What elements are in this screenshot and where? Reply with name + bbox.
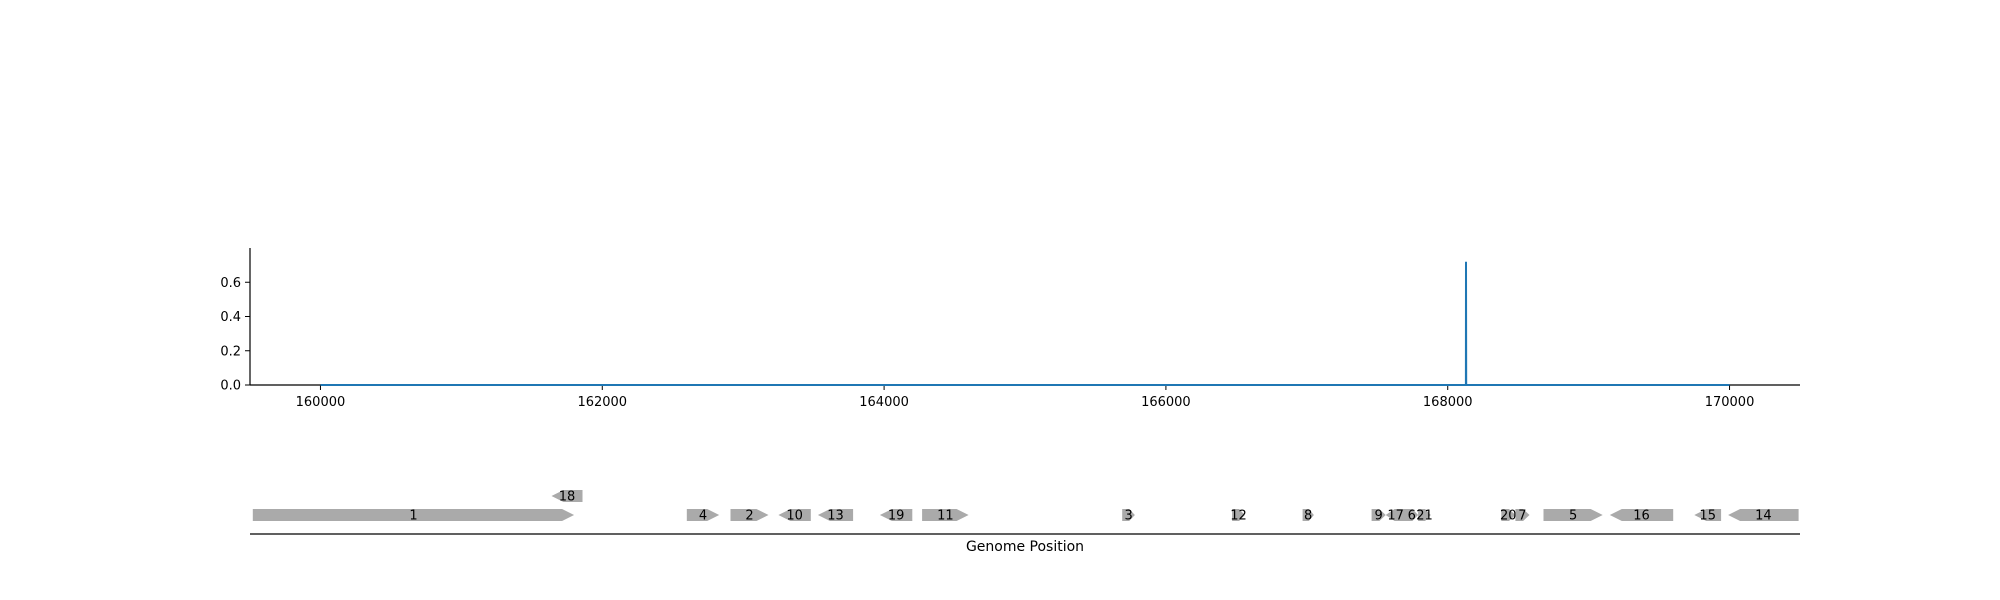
gene-arrow xyxy=(1418,509,1431,521)
gene-label: 11 xyxy=(937,509,954,524)
gene-arrow xyxy=(1405,509,1419,521)
gene-arrow xyxy=(1302,509,1314,521)
y-tick-label: 0.4 xyxy=(220,310,241,325)
gene-label: 18 xyxy=(559,490,576,505)
gene-label: 9 xyxy=(1375,509,1383,524)
gene-label: 21 xyxy=(1416,509,1433,524)
gene-label: 4 xyxy=(699,509,707,524)
x-tick-label: 168000 xyxy=(1423,395,1473,410)
gene-arrow xyxy=(1694,509,1722,521)
x-tick-label: 170000 xyxy=(1705,395,1755,410)
gene-arrow xyxy=(1122,509,1135,521)
gene-arrow xyxy=(1609,509,1674,521)
gene-arrow xyxy=(1501,509,1516,521)
gene-label: 19 xyxy=(888,509,905,524)
gene-label: 13 xyxy=(827,509,844,524)
gene-arrow xyxy=(1385,509,1406,521)
gene-label: 7 xyxy=(1518,509,1526,524)
gene-arrow xyxy=(1515,509,1530,521)
x-tick-label: 162000 xyxy=(577,395,627,410)
gene-track: Genome Position 1 18 4 2 10 13 19 11 3 12 8 9 17 6 21 20… xyxy=(250,490,1800,555)
gene-label: 6 xyxy=(1408,509,1416,524)
gene-arrow xyxy=(879,509,913,521)
x-tick-label: 164000 xyxy=(859,395,909,410)
gene-label: 10 xyxy=(786,509,803,524)
y-tick-label: 0.0 xyxy=(220,379,241,394)
coverage-series-line xyxy=(320,261,1730,386)
gene-arrow xyxy=(686,509,720,521)
gene-arrow xyxy=(1232,509,1245,521)
gene-label: 2 xyxy=(745,509,753,524)
x-axis-label: Genome Position xyxy=(966,539,1084,555)
y-tick-label: 0.6 xyxy=(220,276,241,291)
gene-arrow xyxy=(922,509,969,521)
x-tick-label: 166000 xyxy=(1141,395,1191,410)
gene-label: 17 xyxy=(1387,509,1404,524)
gene-arrow xyxy=(730,509,769,521)
gene-arrow xyxy=(551,490,583,502)
y-tick-label: 0.2 xyxy=(220,344,241,359)
gene-label: 16 xyxy=(1633,509,1650,524)
gene-label: 20 xyxy=(1500,509,1517,524)
gene-label: 3 xyxy=(1124,509,1132,524)
gene-label: 5 xyxy=(1569,509,1577,524)
gene-label: 14 xyxy=(1755,509,1772,524)
gene-arrow xyxy=(1543,509,1603,521)
coverage-plot: 0.0 0.2 0.4 0.6 160000 162000 164000 166000 1680… xyxy=(220,248,1800,410)
gene-label: 15 xyxy=(1699,509,1716,524)
gene-arrow xyxy=(1371,509,1386,521)
gene-label: 1 xyxy=(409,509,417,524)
gene-label: 12 xyxy=(1230,509,1247,524)
gene-label: 8 xyxy=(1304,509,1312,524)
gene-arrow xyxy=(252,509,575,521)
gene-arrow xyxy=(817,509,854,521)
x-tick-label: 160000 xyxy=(296,395,346,410)
gene-arrow xyxy=(1728,509,1799,521)
gene-arrow xyxy=(778,509,811,521)
